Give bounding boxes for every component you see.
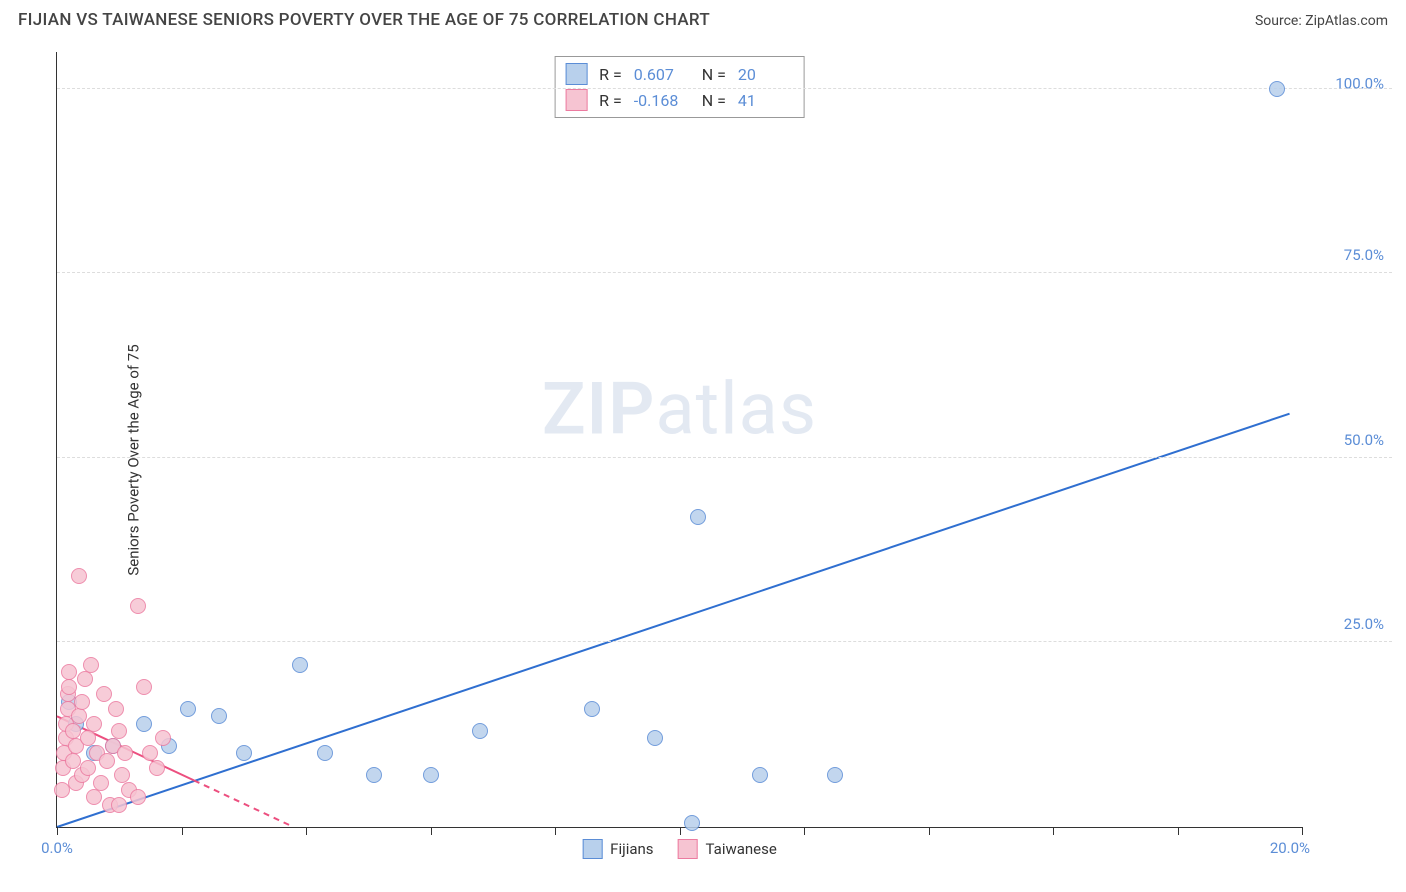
data-point bbox=[130, 598, 146, 614]
x-tick bbox=[929, 827, 930, 835]
data-point bbox=[117, 745, 133, 761]
legend-swatch bbox=[678, 839, 698, 859]
data-point bbox=[472, 723, 488, 739]
data-point bbox=[74, 694, 90, 710]
legend-label: Fijians bbox=[610, 840, 653, 858]
legend-swatch bbox=[565, 63, 587, 85]
data-point bbox=[65, 723, 81, 739]
data-point bbox=[80, 730, 96, 746]
gridline bbox=[57, 272, 1392, 273]
data-point bbox=[236, 745, 252, 761]
chart-title: FIJIAN VS TAIWANESE SENIORS POVERTY OVER… bbox=[18, 10, 710, 30]
x-tick bbox=[680, 827, 681, 835]
data-point bbox=[690, 509, 706, 525]
data-point bbox=[211, 708, 227, 724]
data-point bbox=[423, 767, 439, 783]
data-point bbox=[180, 701, 196, 717]
data-point bbox=[111, 723, 127, 739]
data-point bbox=[114, 767, 130, 783]
data-point bbox=[61, 679, 77, 695]
trend-lines bbox=[57, 52, 1302, 827]
y-tick-label: 50.0% bbox=[1344, 431, 1384, 449]
x-tick bbox=[182, 827, 183, 835]
gridline bbox=[57, 88, 1392, 89]
watermark-light: atlas bbox=[655, 366, 817, 451]
data-point bbox=[292, 657, 308, 673]
data-point bbox=[108, 701, 124, 717]
data-point bbox=[584, 701, 600, 717]
data-point bbox=[86, 789, 102, 805]
data-point bbox=[136, 679, 152, 695]
x-tick-label: 20.0% bbox=[1270, 839, 1310, 857]
source-name: ZipAtlas.com bbox=[1305, 13, 1388, 29]
data-point bbox=[155, 730, 171, 746]
r-label: R = bbox=[599, 65, 622, 84]
chart-source: Source: ZipAtlas.com bbox=[1255, 13, 1388, 29]
data-point bbox=[1269, 81, 1285, 97]
data-point bbox=[827, 767, 843, 783]
x-tick bbox=[804, 827, 805, 835]
x-tick bbox=[1302, 827, 1303, 835]
data-point bbox=[142, 745, 158, 761]
chart-header: FIJIAN VS TAIWANESE SENIORS POVERTY OVER… bbox=[0, 0, 1406, 36]
legend-item: Fijians bbox=[582, 839, 653, 859]
data-point bbox=[366, 767, 382, 783]
legend-swatch bbox=[582, 839, 602, 859]
gridline bbox=[57, 641, 1392, 642]
n-label: N = bbox=[702, 91, 726, 110]
data-point bbox=[93, 775, 109, 791]
data-point bbox=[149, 760, 165, 776]
x-tick bbox=[431, 827, 432, 835]
y-tick-label: 25.0% bbox=[1344, 615, 1384, 633]
source-prefix: Source: bbox=[1255, 13, 1305, 29]
data-point bbox=[647, 730, 663, 746]
n-value: 20 bbox=[738, 65, 794, 84]
data-point bbox=[61, 664, 77, 680]
data-point bbox=[86, 716, 102, 732]
x-tick bbox=[555, 827, 556, 835]
legend-label: Taiwanese bbox=[706, 840, 777, 858]
watermark-bold: ZIP bbox=[542, 366, 655, 451]
data-point bbox=[317, 745, 333, 761]
r-value: -0.168 bbox=[634, 91, 690, 110]
data-point bbox=[80, 760, 96, 776]
data-point bbox=[71, 708, 87, 724]
data-point bbox=[752, 767, 768, 783]
correlation-row: R = 0.607 N = 20 bbox=[565, 61, 794, 87]
data-point bbox=[71, 568, 87, 584]
x-tick bbox=[1053, 827, 1054, 835]
r-value: 0.607 bbox=[634, 65, 690, 84]
watermark: ZIPatlas bbox=[542, 366, 817, 451]
r-label: R = bbox=[599, 91, 622, 110]
y-tick-label: 75.0% bbox=[1344, 246, 1384, 264]
correlation-row: R = -0.168 N = 41 bbox=[565, 87, 794, 113]
data-point bbox=[130, 789, 146, 805]
data-point bbox=[96, 686, 112, 702]
chart-area: Seniors Poverty Over the Age of 75 ZIPat… bbox=[48, 52, 1392, 868]
n-label: N = bbox=[702, 65, 726, 84]
data-point bbox=[684, 815, 700, 831]
data-point bbox=[136, 716, 152, 732]
plot-region: ZIPatlas R =0.607N =20R =-0.168N =41 Fij… bbox=[56, 52, 1302, 828]
data-point bbox=[83, 657, 99, 673]
data-point bbox=[111, 797, 127, 813]
n-value: 41 bbox=[738, 91, 794, 110]
x-tick bbox=[57, 827, 58, 835]
x-tick-label: 0.0% bbox=[41, 839, 73, 857]
x-tick bbox=[306, 827, 307, 835]
x-tick bbox=[1178, 827, 1179, 835]
data-point bbox=[65, 753, 81, 769]
data-point bbox=[77, 671, 93, 687]
legend-swatch bbox=[565, 89, 587, 111]
data-point bbox=[99, 753, 115, 769]
gridline bbox=[57, 457, 1392, 458]
legend-item: Taiwanese bbox=[678, 839, 777, 859]
y-tick-label: 100.0% bbox=[1335, 75, 1384, 93]
series-legend: Fijians Taiwanese bbox=[582, 839, 777, 859]
